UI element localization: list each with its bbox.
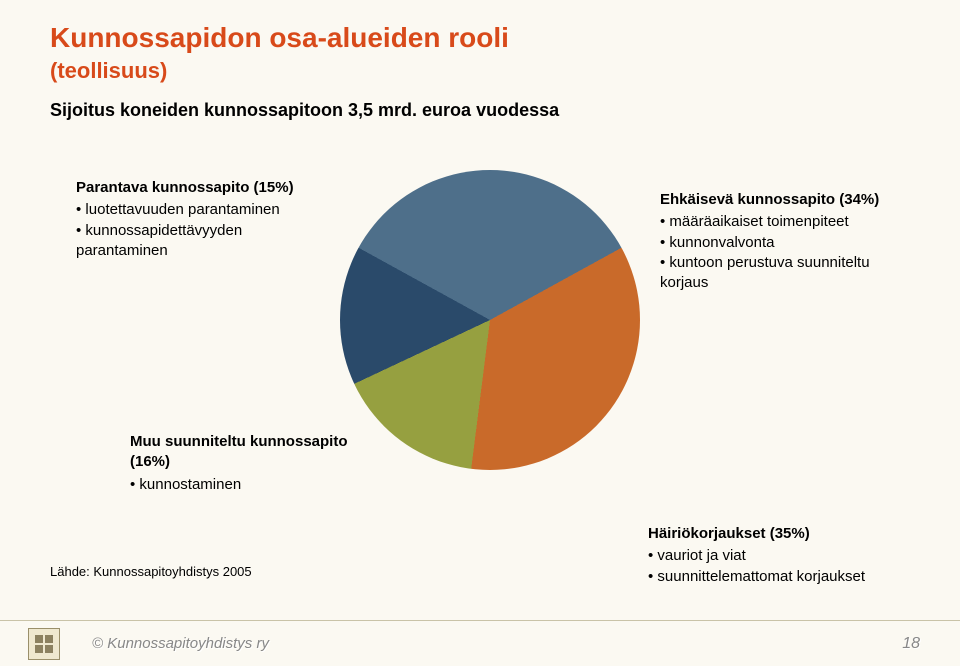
footer-bar: © Kunnossapitoyhdistys ry 18	[0, 620, 960, 666]
label-muu-title: Muu suunniteltu kunnossapito (16%)	[130, 432, 370, 473]
page-subtitle: (teollisuus)	[50, 58, 167, 84]
label-hairio: Häiriökorjaukset (35%) vauriot ja viat s…	[648, 524, 898, 587]
label-parantava-bullet: luotettavuuden parantaminen	[76, 200, 306, 220]
source-text: Lähde: Kunnossapitoyhdistys 2005	[50, 564, 252, 579]
page-title: Kunnossapidon osa-alueiden rooli	[50, 22, 509, 54]
label-parantava-bullet: kunnossapidettävyyden parantaminen	[76, 221, 306, 262]
label-ehkaiseva-bullet: kuntoon perustuva suunniteltu korjaus	[660, 253, 920, 294]
pie-chart	[340, 170, 640, 470]
footer-logo-icon	[28, 628, 60, 660]
label-parantava-title: Parantava kunnossapito (15%)	[76, 178, 306, 198]
label-hairio-title: Häiriökorjaukset (35%)	[648, 524, 898, 544]
label-ehkaiseva: Ehkäisevä kunnossapito (34%) määräaikais…	[660, 190, 920, 293]
label-hairio-bullet: suunnittelemattomat korjaukset	[648, 567, 898, 587]
label-hairio-bullet: vauriot ja viat	[648, 546, 898, 566]
label-ehkaiseva-title: Ehkäisevä kunnossapito (34%)	[660, 190, 920, 210]
label-ehkaiseva-bullet: määräaikaiset toimenpiteet	[660, 212, 920, 232]
label-parantava: Parantava kunnossapito (15%) luotettavuu…	[76, 178, 306, 261]
footer-copyright: © Kunnossapitoyhdistys ry	[92, 635, 269, 652]
label-muu: Muu suunniteltu kunnossapito (16%) kunno…	[130, 432, 370, 495]
label-ehkaiseva-bullet: kunnonvalvonta	[660, 233, 920, 253]
footer-page-number: 18	[902, 635, 920, 653]
intro-text: Sijoitus koneiden kunnossapitoon 3,5 mrd…	[50, 100, 559, 121]
label-muu-bullet: kunnostaminen	[130, 475, 370, 495]
